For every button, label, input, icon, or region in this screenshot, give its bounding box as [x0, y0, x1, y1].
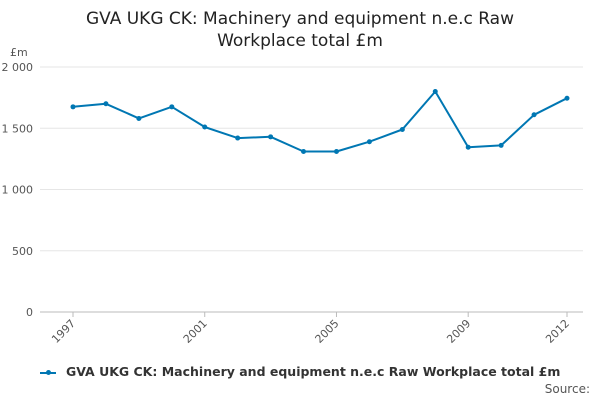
data-point[interactable]: [202, 124, 208, 130]
series-line: [72, 90, 568, 153]
data-point[interactable]: [103, 101, 109, 107]
chart-title-line-2: Workplace total £m: [217, 31, 383, 51]
data-point[interactable]: [531, 112, 537, 118]
data-point[interactable]: [301, 149, 307, 155]
data-point[interactable]: [432, 89, 438, 94]
legend-series-label: GVA UKG CK: Machinery and equipment n.e.…: [65, 364, 561, 379]
data-point[interactable]: [498, 142, 504, 148]
data-point[interactable]: [70, 104, 76, 110]
data-point[interactable]: [136, 115, 142, 121]
y-tick-label: 1 500: [2, 122, 34, 135]
data-point[interactable]: [399, 126, 405, 132]
x-tick-label: 2012: [543, 317, 572, 346]
legend-line-marker: [39, 369, 56, 375]
data-point[interactable]: [366, 139, 372, 145]
y-tick-label: 0: [26, 306, 33, 319]
y-tick-label: 2 000: [2, 61, 34, 74]
y-tick-label: 500: [12, 245, 33, 258]
data-point[interactable]: [564, 95, 570, 101]
data-point[interactable]: [333, 149, 339, 155]
x-tick-label: 2001: [181, 317, 210, 346]
data-point[interactable]: [268, 134, 274, 140]
x-tick-label: 1997: [49, 317, 78, 346]
data-point[interactable]: [235, 135, 241, 141]
y-axis-unit-label: £m: [10, 46, 28, 59]
y-tick-label: 1 000: [2, 184, 34, 197]
data-point[interactable]: [465, 144, 471, 150]
x-tick-label: 2005: [313, 317, 342, 346]
source-label: Source:: [544, 382, 590, 396]
x-tick-label: 2009: [444, 317, 473, 346]
data-point[interactable]: [169, 104, 175, 110]
chart-title: GVA UKG CK: Machinery and equipment n.e.…: [0, 8, 600, 52]
legend[interactable]: GVA UKG CK: Machinery and equipment n.e.…: [0, 364, 600, 379]
chart-title-line-1: GVA UKG CK: Machinery and equipment n.e.…: [85, 9, 515, 29]
